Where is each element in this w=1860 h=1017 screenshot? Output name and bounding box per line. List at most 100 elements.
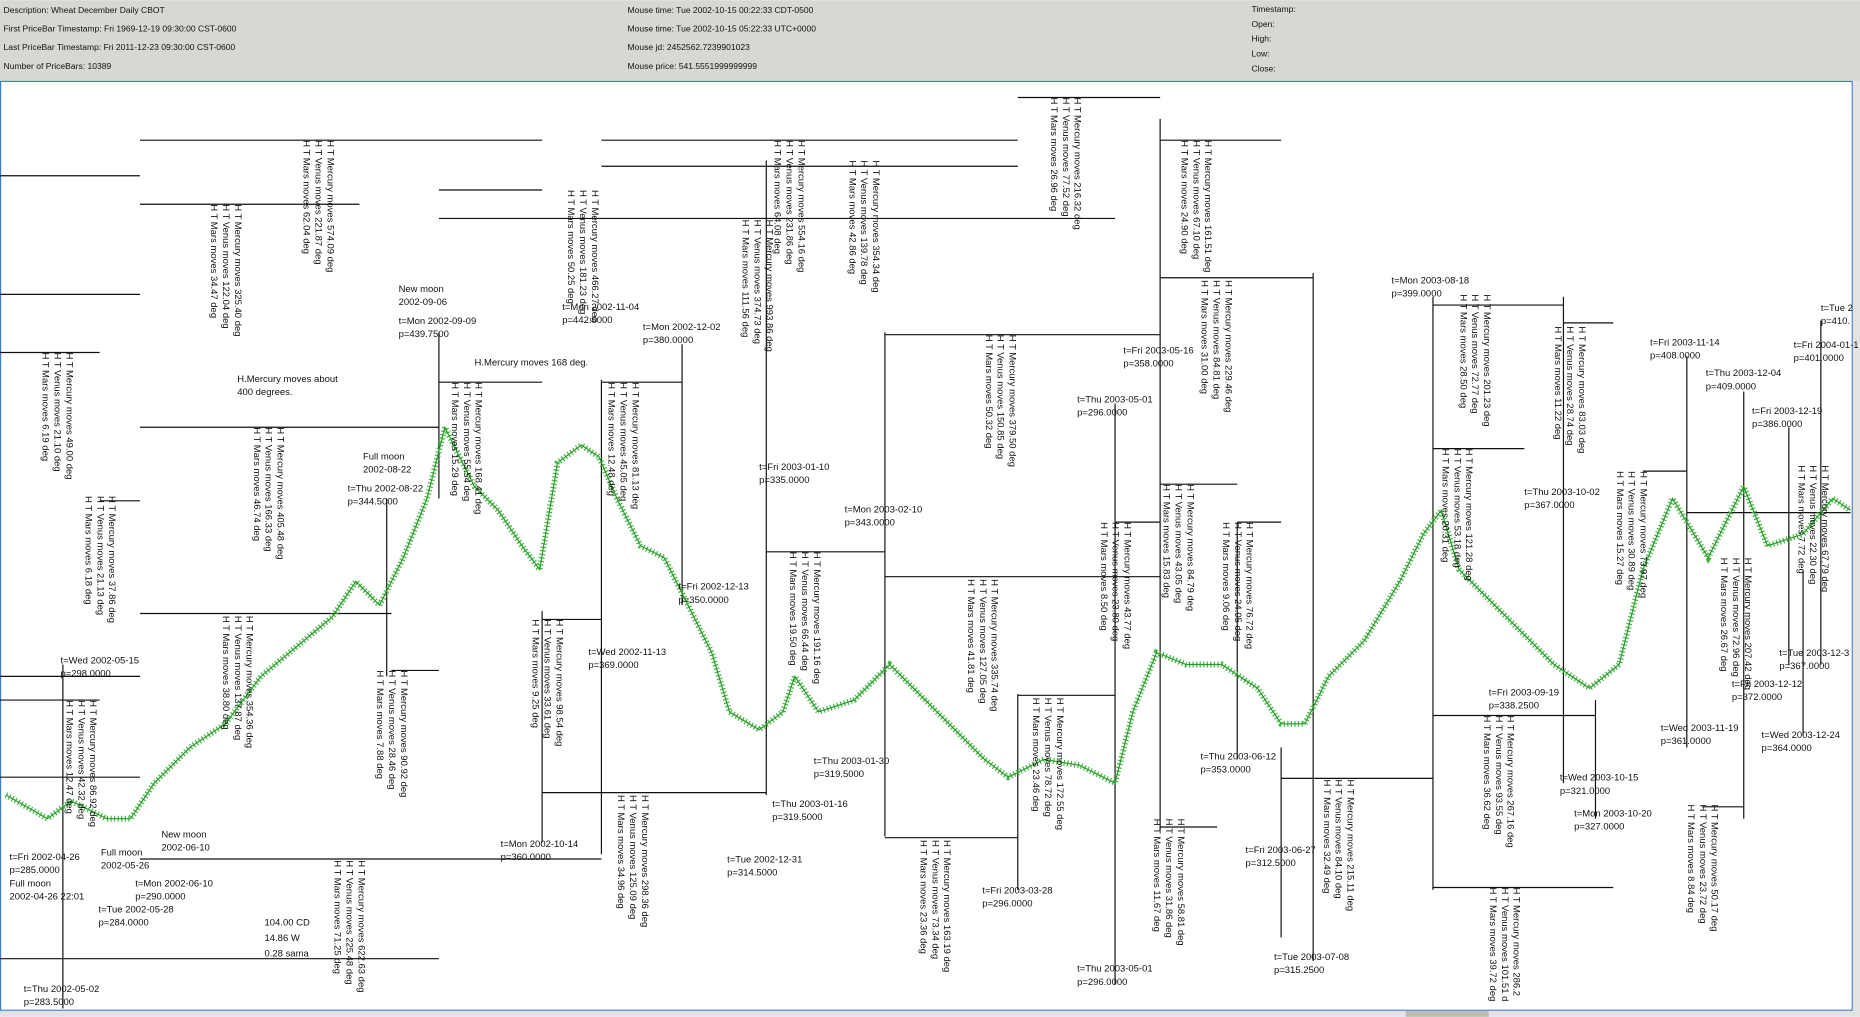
planet-note: H T Mars moves 24.90 deg	[1178, 140, 1189, 254]
point-label: t=Mon 2002-10-14	[501, 839, 579, 850]
planet-note: H T Venus moves 33.61 deg	[541, 619, 552, 738]
point-label: t=Wed 2003-11-19	[1661, 723, 1739, 734]
planet-note: H T Mercury moves 37.86 deg	[106, 496, 117, 623]
planet-note: H T Mercury moves 298.36 deg	[639, 795, 650, 927]
point-label: H.Mercury moves 168 deg.	[474, 358, 588, 369]
point-label: Full moon	[101, 847, 143, 858]
planet-note: H T Mars moves 26.96 deg	[1048, 97, 1059, 211]
point-label: t=Thu 2003-05-01	[1077, 964, 1153, 975]
planet-note: H T Venus moves 231.86 deg	[783, 140, 794, 264]
planet-note: H T Mars moves 32.49 deg	[1321, 780, 1332, 894]
planet-note: H T Mercury moves 622.63 deg	[355, 860, 366, 992]
bar-field: Close:	[1251, 63, 1275, 73]
point-label: t=Tue 2003-07-08	[1274, 952, 1349, 963]
point-label: p=321.0000	[1560, 786, 1610, 797]
point-label: p=367.0000	[1524, 500, 1574, 511]
planet-note: H T Mars moves 46.74 deg	[251, 427, 262, 541]
planet-note: H T Mercury moves 993.86 deg	[763, 220, 774, 352]
point-label: p=361.0000	[1661, 736, 1711, 747]
scrollbar-handle[interactable]	[1405, 1010, 1489, 1017]
planet-note: H T Mercury moves 554.16 deg	[795, 140, 806, 272]
planet-note: H T Venus moves 22.30 deg	[1807, 465, 1818, 584]
planet-note: H T Mercury moves 229.46 deg	[1222, 280, 1233, 412]
planet-note: H T Mars moves 12.47 deg	[63, 700, 74, 814]
planet-note: H T Mars moves 8.84 deg	[1685, 804, 1696, 913]
point-label: p=283.5000	[24, 997, 74, 1008]
point-label: t=Wed 2002-05-15	[60, 655, 139, 666]
horizontal-scrollbar[interactable]	[0, 1010, 1860, 1017]
planet-note: H T Mars moves 23.36 deg	[918, 840, 929, 954]
planet-note: H T Mercury moves 354.36 deg	[244, 616, 255, 748]
planet-note: H T Mars moves 11.67 deg	[1151, 819, 1162, 932]
point-label: p=296.0000	[1077, 407, 1127, 418]
planet-note: H T Mercury moves 49.00 deg	[63, 353, 74, 480]
planet-note: H T Mars moves 8.50 deg	[1098, 522, 1109, 631]
point-label: p=372.0000	[1732, 692, 1782, 703]
point-label: t=Fri 2003-01-10	[759, 462, 829, 473]
info-line: First PriceBar Timestamp: Fri 1969-12-19…	[4, 24, 237, 34]
planet-note: H T Mercury moves 58.81 deg	[1175, 819, 1186, 946]
chart-area[interactable]	[0, 80, 1853, 1011]
planet-note: H T Mercury moves 201.23 deg	[1481, 294, 1492, 426]
planet-note: H T Venus moves 42.32 deg	[75, 700, 86, 819]
point-label: New moon	[399, 284, 444, 295]
point-label: p=327.0000	[1574, 821, 1624, 832]
point-label: p=369.0000	[588, 660, 638, 671]
planet-note: H T Mercury moves 325.40 deg	[232, 204, 243, 336]
planet-note: H T Mars moves 42.86 deg	[846, 160, 857, 274]
planet-note: H T Mars moves 50.25 deg	[565, 190, 576, 304]
point-label: p=399.0000	[1391, 289, 1441, 300]
point-label: t=Wed 2003-12-24	[1762, 730, 1841, 741]
point-label: New moon	[161, 830, 206, 841]
point-label: 0.28 sama	[265, 948, 310, 959]
point-label: p=315.2500	[1274, 965, 1324, 976]
point-label: t=Tue 2	[1821, 303, 1853, 314]
mouse-info: Mouse jd: 2452562.7239901023	[628, 42, 751, 52]
planet-note: H T Mercury moves 84.79 deg	[1184, 484, 1195, 611]
point-label: t=Thu 2003-05-01	[1077, 394, 1153, 405]
point-label: t=Fri 2002-04-26	[9, 852, 79, 863]
point-label: t=Fri 2003-12-12	[1732, 679, 1802, 690]
point-label: 2002-05-26	[101, 861, 149, 872]
planet-note: H T Mercury moves 86.92 deg	[87, 700, 98, 827]
bar-field: High:	[1251, 34, 1271, 44]
point-label: t=Fri 2003-06-27	[1246, 845, 1316, 856]
planet-note: H T Mars moves 9.25 deg	[530, 619, 541, 728]
planet-note: H T Venus moves 66.44 deg	[799, 552, 810, 671]
planet-note: H T Mars moves 36.62 deg	[1481, 715, 1492, 829]
planet-note: H T Mercury moves 379.50 deg	[1006, 335, 1017, 467]
planet-note: H T Mars moves 6.19 deg	[40, 353, 51, 462]
point-label: t=Thu 2003-06-12	[1200, 751, 1276, 762]
planet-note: H T Venus moves 93.55 deg	[1493, 715, 1504, 834]
planet-note: H T Venus moves 21.10 deg	[52, 353, 63, 472]
planet-note: H T Venus moves 23.80 deg	[1110, 522, 1121, 641]
planet-note: H T Mars moves 7.88 deg	[374, 670, 385, 779]
point-label: t=Fri 2002-12-13	[679, 582, 749, 593]
planet-note: H T Venus moves 72.96 deg	[1730, 558, 1741, 677]
point-label: p=409.0000	[1706, 381, 1756, 392]
point-label: p=439.7500	[399, 329, 449, 340]
planet-note: H T Mars moves 20.31 deg	[1439, 449, 1450, 563]
point-label: 2002-09-06	[399, 297, 447, 308]
planet-note: H T Mars moves 41.81 deg	[965, 579, 976, 693]
planet-note: H T Venus moves 24.05 deg	[1232, 522, 1243, 641]
point-label: p=296.0000	[982, 898, 1032, 909]
planet-note: H T Venus moves 122.04 deg	[220, 204, 231, 328]
point-label: p=319.5000	[772, 812, 822, 823]
planet-note: H T Mercury moves 216.32 deg	[1072, 97, 1083, 229]
info-line: Number of PriceBars: 10389	[4, 61, 112, 71]
point-label: t=Mon 2002-09-09	[399, 316, 477, 327]
point-label: p=386.0000	[1752, 419, 1802, 430]
planet-note: H T Mars moves 9.06 deg	[1220, 522, 1231, 631]
point-label: 400 degrees.	[237, 387, 292, 398]
vertical-scrollbar[interactable]	[1852, 80, 1860, 1011]
point-label: p=408.0000	[1650, 350, 1700, 361]
planet-note: H T Venus moves 137.87 deg	[232, 616, 243, 740]
planet-note: H T Mars moves 111.56 deg	[740, 220, 751, 338]
planet-note: H T Venus moves 78.72 deg	[1042, 698, 1053, 817]
point-label: t=Thu 2003-12-04	[1706, 368, 1782, 379]
planet-note: H T Mercury moves 73.97 deg	[1638, 471, 1649, 598]
bar-field: Low:	[1251, 49, 1269, 59]
point-label: p=367.0000	[1779, 661, 1829, 672]
